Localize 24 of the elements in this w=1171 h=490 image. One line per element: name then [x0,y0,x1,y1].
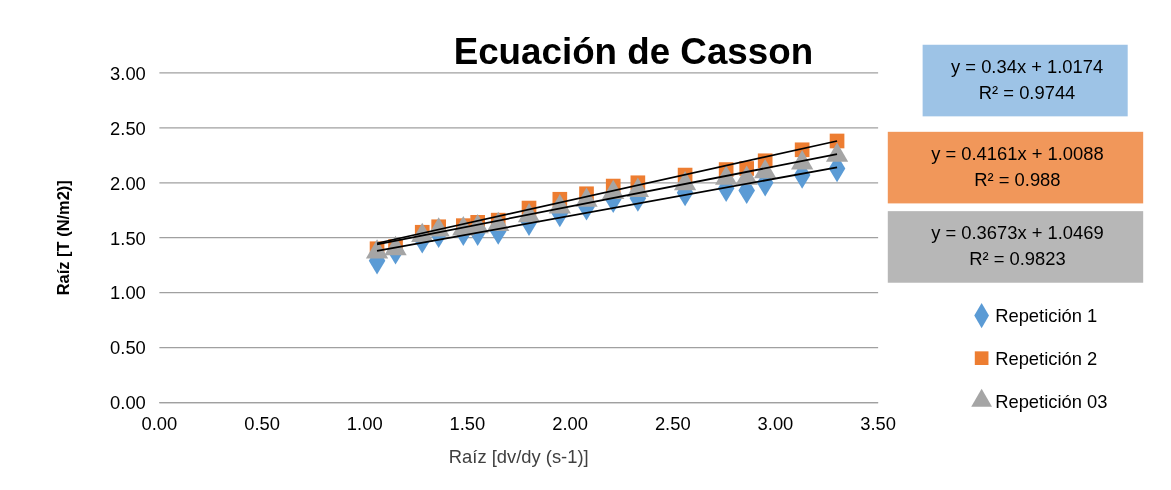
x-tick-label: 1.50 [449,412,486,434]
y-tick-label: 2.00 [110,172,146,194]
x-tick-label: 0.50 [244,412,280,434]
x-tick-label: 2.50 [654,412,691,434]
y-tick-label: 1.00 [110,282,146,304]
x-tick-label: 3.00 [757,412,794,434]
y-axis-title: Raíz [T (N/m2)] [54,180,73,296]
x-tick-label: 2.00 [552,412,588,434]
chart-title: Ecuación de Casson [453,31,814,73]
y-tick-label: 3.00 [110,62,146,84]
legend-label: Repetición 03 [995,390,1108,412]
x-tick-label: 1.00 [346,412,383,434]
x-axis-title: Raíz [dv/dy (s-1)] [448,445,589,467]
text: y = 0.3673x + 1.0469 R² = 0.9823 [931,222,1104,270]
legend-label: Repetición 2 [995,347,1098,369]
y-tick-label: 0.50 [110,337,146,359]
y-tick-label: 2.50 [110,117,146,139]
legend-label: Repetición 1 [995,305,1098,327]
x-tick-label: 3.50 [860,412,896,434]
text: y = 0.4161x + 1.0088 R² = 0.988 [931,142,1104,190]
y-tick-label: 0.00 [110,392,146,414]
y-tick-label: 1.50 [110,227,146,249]
text: y = 0.34x + 1.0174 R² = 0.9744 [951,55,1104,103]
x-tick-label: 0.00 [141,412,178,434]
